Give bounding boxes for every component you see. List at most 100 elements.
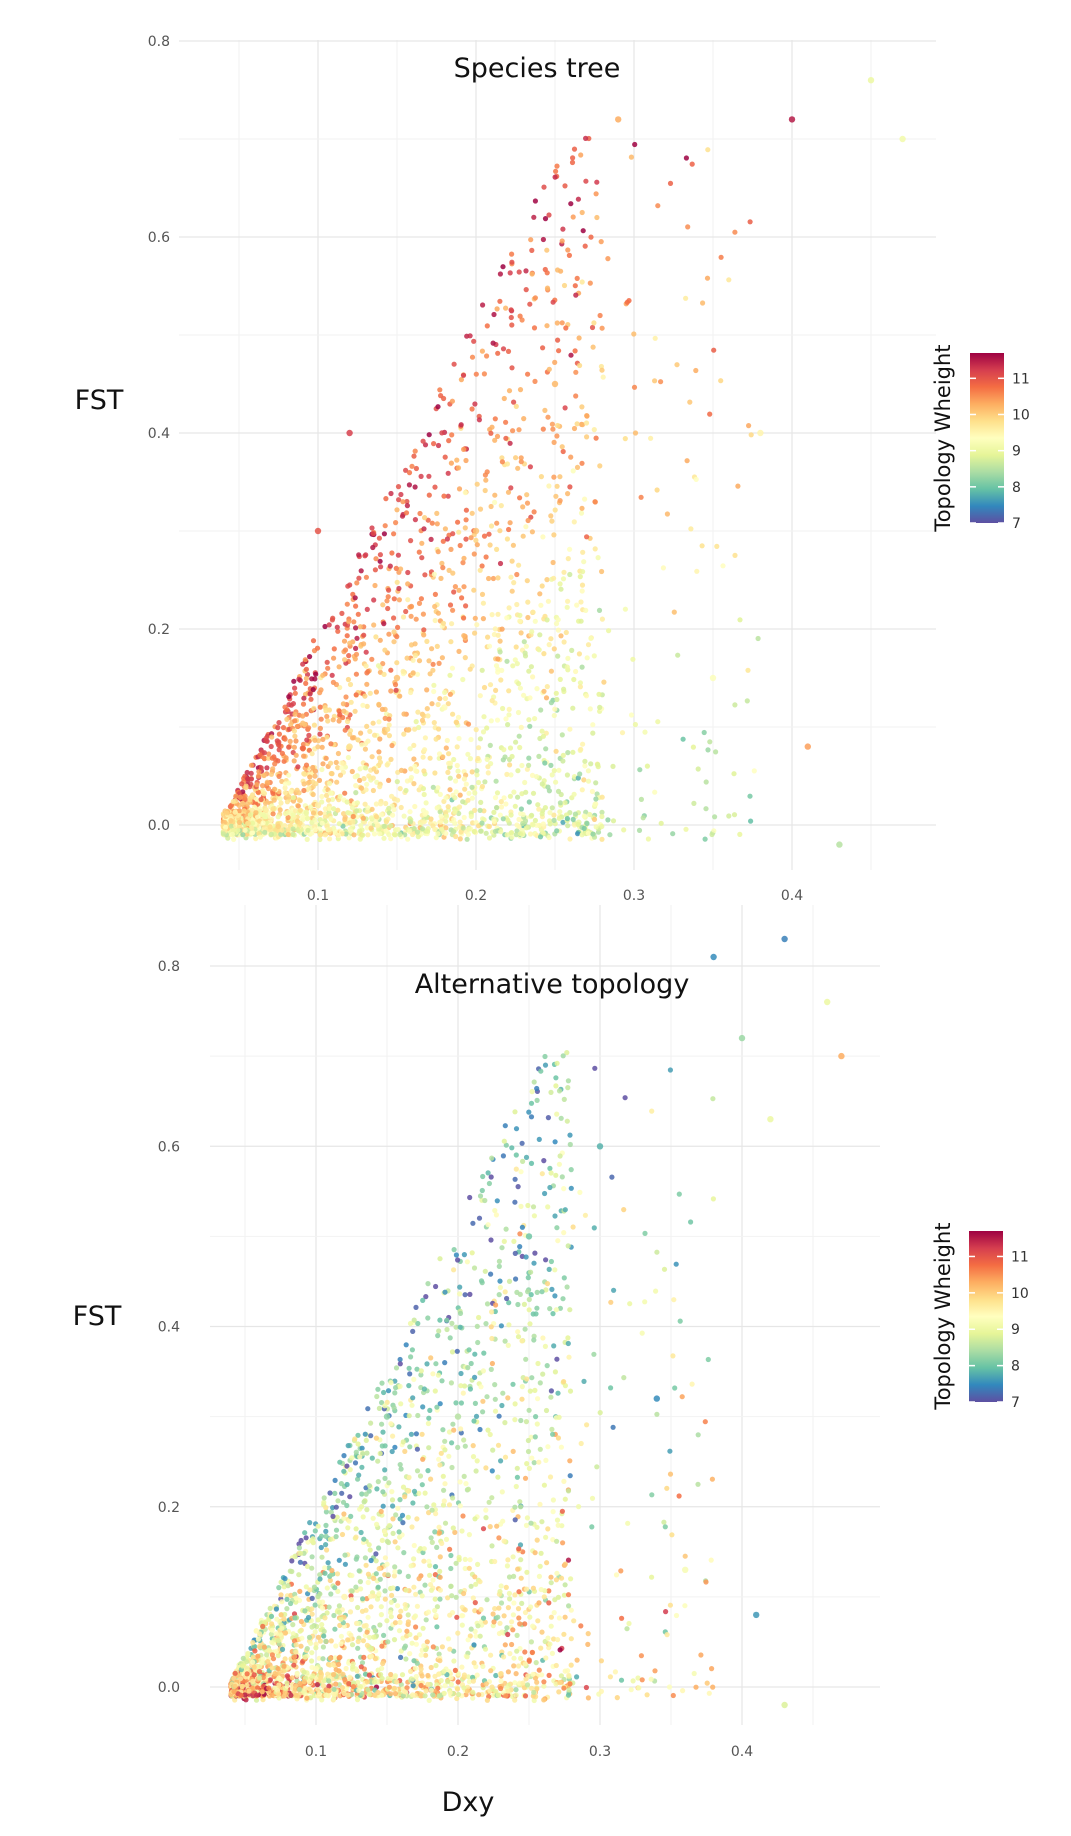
data-point [386, 1684, 392, 1690]
data-point [281, 1584, 287, 1590]
data-point [534, 1305, 540, 1311]
data-point [341, 638, 348, 644]
data-point [310, 810, 317, 816]
data-point [486, 643, 493, 649]
data-point [512, 803, 518, 809]
data-point [380, 1503, 386, 1509]
data-point [305, 827, 311, 833]
data-point [499, 459, 505, 465]
data-point [660, 565, 667, 571]
data-point [484, 1301, 491, 1307]
data-point [553, 748, 559, 754]
data-point [373, 1551, 379, 1557]
data-point [413, 719, 419, 725]
data-point [621, 827, 627, 833]
data-point [500, 705, 506, 712]
data-point [277, 796, 283, 802]
data-point [335, 765, 341, 771]
data-point [484, 725, 490, 731]
data-point [488, 503, 494, 510]
data-point [551, 712, 557, 719]
data-point [329, 617, 335, 623]
data-point [482, 779, 488, 785]
data-point [289, 1558, 295, 1564]
data-point [587, 811, 593, 818]
data-point [486, 835, 493, 841]
data-point [412, 641, 418, 647]
data-point [408, 689, 414, 696]
data-point [342, 1676, 348, 1683]
data-point [386, 805, 392, 812]
data-point [509, 428, 516, 434]
data-point [326, 622, 332, 628]
data-point [509, 1145, 515, 1151]
data-point [526, 799, 532, 805]
data-point [286, 702, 292, 708]
data-point [495, 350, 501, 356]
data-point [574, 464, 581, 470]
data-point [367, 820, 373, 827]
data-point [583, 693, 590, 699]
data-point [283, 755, 289, 761]
data-point [499, 667, 505, 674]
data-point [282, 1576, 288, 1582]
data-point [483, 830, 489, 836]
data-point [479, 820, 485, 826]
data-point [447, 672, 453, 678]
data-point [564, 604, 570, 610]
data-point [331, 646, 337, 652]
data-point [451, 1648, 457, 1654]
data-point [424, 638, 430, 645]
data-point [518, 1203, 524, 1209]
data-point [430, 1577, 436, 1583]
data-point [324, 713, 330, 720]
data-point [563, 629, 569, 636]
data-point [482, 1619, 488, 1625]
data-point [426, 1697, 432, 1703]
data-point [517, 495, 523, 501]
data-point [423, 1652, 429, 1658]
data-point [363, 552, 369, 558]
data-point [454, 762, 460, 769]
data-point [698, 1652, 704, 1658]
data-point [397, 1383, 403, 1389]
data-point [390, 1530, 396, 1536]
data-point [440, 565, 446, 571]
data-point [470, 1695, 476, 1701]
data-point [544, 1560, 550, 1566]
data-point [528, 1520, 534, 1526]
data-point [448, 639, 454, 645]
data-point [386, 1522, 393, 1529]
data-point [630, 656, 636, 662]
data-point [371, 831, 378, 837]
data-point [415, 834, 421, 840]
data-point [589, 788, 596, 795]
data-point [489, 612, 495, 618]
data-point [376, 1405, 382, 1411]
data-point [396, 585, 402, 592]
data-point [358, 823, 364, 829]
data-point [424, 706, 430, 712]
data-point [398, 1682, 404, 1688]
data-point [379, 1675, 385, 1682]
data-point [424, 687, 430, 693]
data-point [693, 367, 699, 374]
data-point [509, 834, 515, 840]
data-point [473, 1633, 479, 1639]
data-point [337, 1622, 343, 1628]
data-point [447, 602, 454, 608]
data-point [325, 797, 332, 803]
data-point [483, 1321, 489, 1327]
data-point [644, 763, 651, 769]
data-point [244, 1682, 250, 1688]
data-point [408, 766, 414, 772]
data-point [398, 1401, 404, 1407]
data-point [515, 794, 521, 800]
data-point [346, 619, 352, 625]
data-point [533, 1660, 539, 1666]
data-point [658, 379, 664, 385]
data-point [462, 786, 468, 792]
data-point [336, 1661, 342, 1667]
data-point [510, 399, 517, 405]
data-point [662, 1524, 668, 1530]
